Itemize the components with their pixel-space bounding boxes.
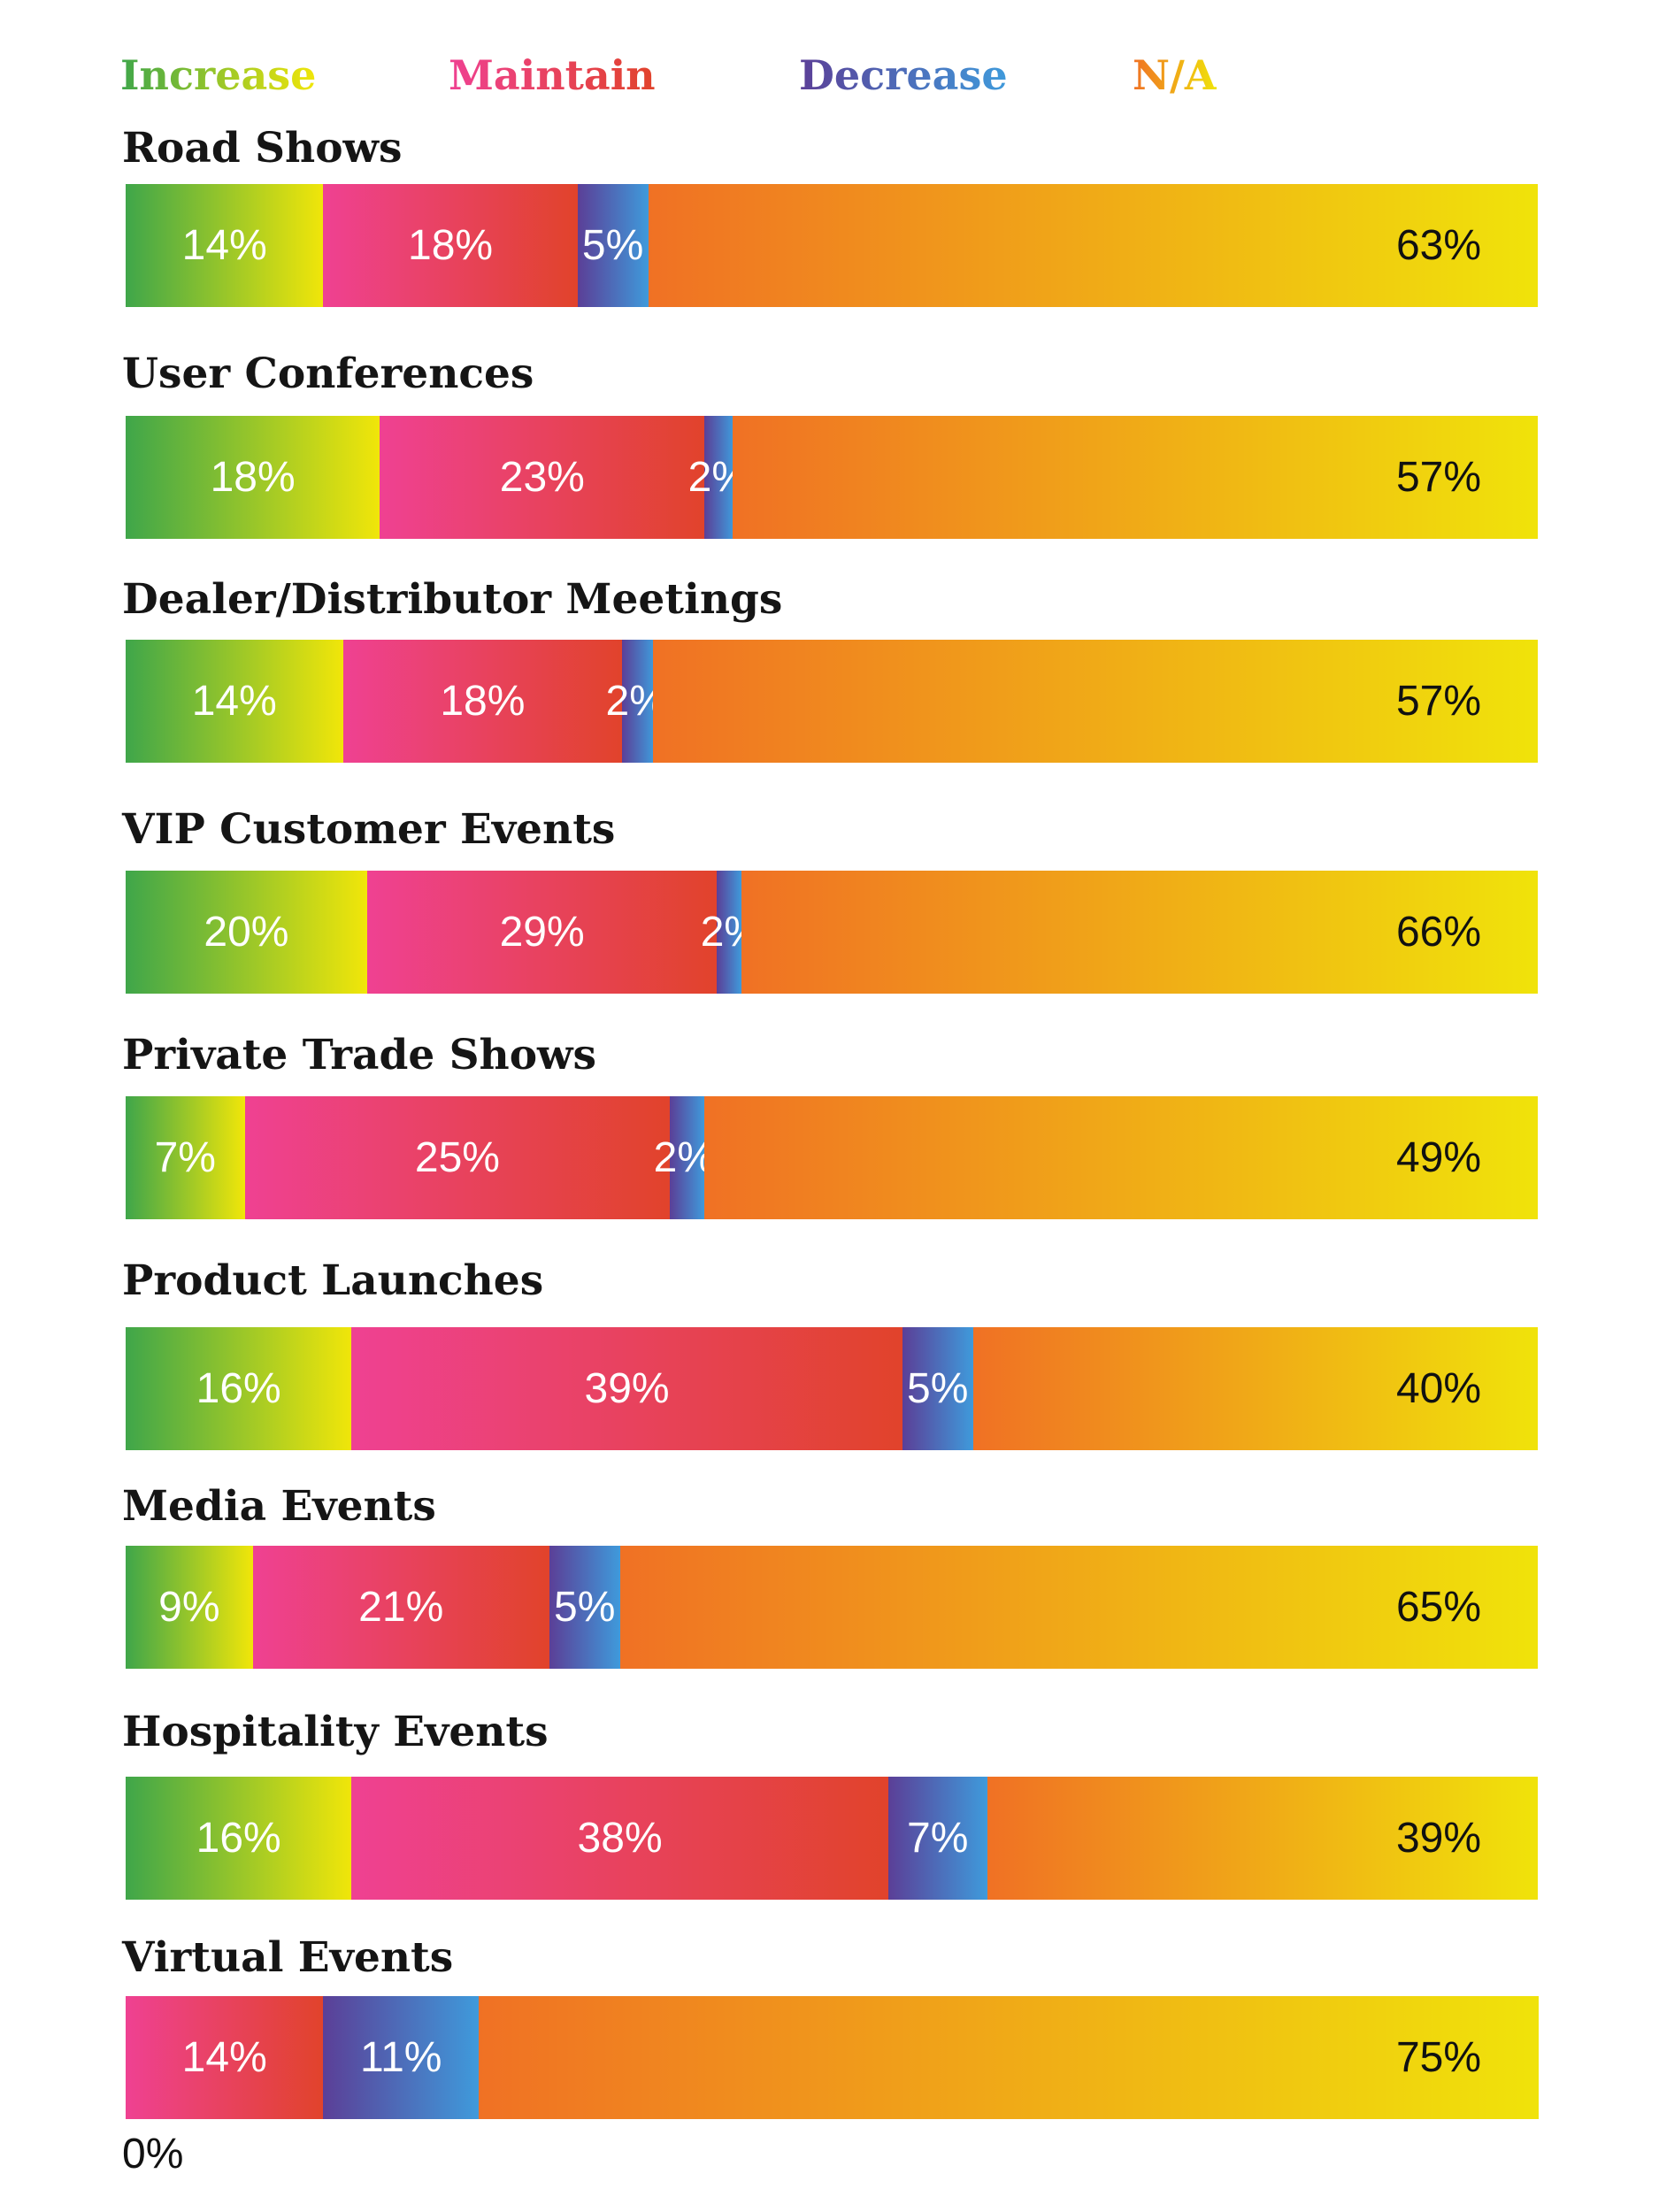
- bar-segment-increase: [126, 1777, 352, 1900]
- axis-start-label: 0%: [122, 2131, 184, 2177]
- category-label: Product Launches: [122, 1256, 544, 1305]
- value-label: 5%: [554, 1584, 616, 1631]
- bar-segment-decrease: [549, 1546, 621, 1669]
- bar-segment-na: [479, 1996, 1539, 2119]
- bar-segment-increase: [126, 1546, 254, 1669]
- value-label: 5%: [907, 1365, 969, 1412]
- bar-segment-decrease: [887, 1777, 988, 1900]
- bar-segment-na: [653, 640, 1539, 763]
- value-label: 18%: [210, 454, 296, 501]
- category-label: User Conferences: [122, 349, 534, 398]
- value-label: 7%: [154, 1134, 216, 1181]
- value-label: 5%: [581, 222, 644, 269]
- bar-row: 18% 23% 2% 57%: [126, 416, 1539, 539]
- value-label: 29%: [499, 909, 585, 956]
- bar-segment-na: [733, 416, 1539, 539]
- bar-segment-maintain: [252, 1546, 550, 1669]
- bar-segment-increase: [126, 1327, 352, 1450]
- value-label: 21%: [358, 1584, 444, 1631]
- value-label: 49%: [1395, 1134, 1482, 1181]
- category-label: Media Events: [122, 1482, 436, 1531]
- bar-segment-maintain: [244, 1096, 671, 1219]
- legend-maintain: Maintain: [449, 51, 656, 99]
- bar-row: 7% 25% 2% 49%: [126, 1096, 1539, 1219]
- bar-segment-maintain: [366, 871, 718, 994]
- value-label: 40%: [1395, 1365, 1482, 1412]
- category-label: Hospitality Events: [122, 1708, 549, 1756]
- value-label: 75%: [1395, 2034, 1482, 2081]
- value-label: 7%: [907, 1815, 969, 1862]
- value-label: 57%: [1395, 678, 1482, 725]
- bar-row: 14% 18% 5% 63%: [126, 184, 1539, 307]
- bar-segment-increase: [126, 871, 368, 994]
- bar-segment-maintain: [351, 1327, 903, 1450]
- category-label: VIP Customer Events: [122, 805, 616, 854]
- value-label: 20%: [204, 909, 289, 956]
- bar-segment-increase: [126, 184, 324, 307]
- bar-segment-na: [972, 1327, 1539, 1450]
- bar-segment-maintain: [323, 184, 579, 307]
- category-label: Road Shows: [122, 124, 403, 173]
- bar-row: 14% 11% 75%: [126, 1996, 1539, 2119]
- bar-segment-na: [987, 1777, 1539, 1900]
- bar-segment-maintain: [351, 1777, 889, 1900]
- bar-segment-decrease: [902, 1327, 974, 1450]
- bar-segment-decrease: [670, 1096, 705, 1219]
- bar-segment-na: [703, 1096, 1539, 1219]
- bar-row: 16% 38% 7% 39%: [126, 1777, 1539, 1900]
- legend-na: N/A: [1133, 51, 1217, 99]
- value-label: 57%: [1395, 454, 1482, 501]
- bar-segment-maintain: [342, 640, 623, 763]
- bar-segment-decrease: [577, 184, 649, 307]
- value-label: 16%: [196, 1815, 281, 1862]
- bar-segment-decrease: [717, 871, 742, 994]
- bar-segment-increase: [126, 640, 344, 763]
- value-label: 23%: [499, 454, 585, 501]
- bar-segment-maintain: [126, 1996, 324, 2119]
- value-label: 66%: [1395, 909, 1482, 956]
- bar-segment-decrease: [323, 1996, 480, 2119]
- value-label: 18%: [408, 222, 494, 269]
- bar-segment-na: [741, 871, 1539, 994]
- value-label: 16%: [196, 1365, 281, 1412]
- value-label: 39%: [1395, 1815, 1482, 1862]
- category-label: Private Trade Shows: [122, 1031, 596, 1079]
- bar-row: 20% 29% 2% 66%: [126, 871, 1539, 994]
- bar-segment-maintain: [380, 416, 705, 539]
- bar-row: 9% 21% 5% 65%: [126, 1546, 1539, 1669]
- value-label: 9%: [158, 1584, 220, 1631]
- value-label: 18%: [440, 678, 526, 725]
- value-label: 38%: [577, 1815, 663, 1862]
- bar-segment-decrease: [622, 640, 654, 763]
- value-label: 11%: [359, 2034, 442, 2081]
- value-label: 14%: [181, 2034, 267, 2081]
- value-label: 25%: [414, 1134, 500, 1181]
- value-label: 39%: [584, 1365, 670, 1412]
- bar-segment-increase: [126, 1096, 246, 1219]
- legend-decrease: Decrease: [799, 51, 1008, 99]
- bar-segment-increase: [126, 416, 380, 539]
- value-label: 65%: [1395, 1584, 1482, 1631]
- category-label: Virtual Events: [122, 1933, 454, 1982]
- value-label: 14%: [181, 222, 267, 269]
- bar-segment-decrease: [704, 416, 733, 539]
- value-label: 63%: [1395, 222, 1482, 269]
- bar-row: 14% 18% 2% 57%: [126, 640, 1539, 763]
- value-label: 14%: [191, 678, 277, 725]
- bar-segment-na: [619, 1546, 1539, 1669]
- bar-row: 16% 39% 5% 40%: [126, 1327, 1539, 1450]
- legend-increase: Increase: [120, 51, 317, 99]
- category-label: Dealer/Distributor Meetings: [122, 575, 783, 624]
- bar-segment-na: [648, 184, 1539, 307]
